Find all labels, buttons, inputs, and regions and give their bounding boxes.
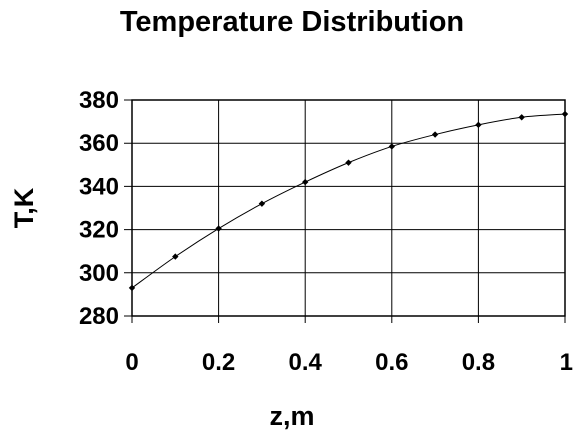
- grid-lines: [124, 99, 566, 323]
- chart-title: Temperature Distribution: [120, 6, 464, 38]
- data-point-marker: [215, 225, 222, 232]
- data-point-marker: [431, 131, 439, 138]
- data-point-marker: [345, 159, 352, 166]
- x-tick-label: 0.6: [375, 349, 408, 376]
- y-tick-label: 280: [79, 303, 119, 330]
- y-tick-label: 380: [79, 87, 119, 114]
- y-tick-label: 360: [79, 130, 119, 157]
- x-tick-label: 0: [125, 349, 138, 376]
- data-point-marker: [302, 178, 309, 186]
- x-tick-label: 0.4: [289, 349, 323, 376]
- data-points: [128, 110, 569, 292]
- data-point-marker: [258, 200, 266, 207]
- data-point-marker: [475, 121, 482, 129]
- y-axis-label: T,K: [9, 187, 39, 228]
- series-line: [131, 113, 566, 289]
- y-tick-label: 300: [79, 260, 119, 287]
- x-axis-label: z,m: [269, 401, 314, 431]
- data-point-marker: [128, 284, 136, 292]
- y-tick-labels: 280 300 320 340 360 380: [79, 87, 119, 330]
- y-tick-label: 320: [79, 217, 119, 244]
- plot-frame: [131, 99, 566, 317]
- data-point-marker: [172, 253, 179, 260]
- data-point-marker: [518, 114, 525, 121]
- x-tick-label: 0.8: [462, 349, 495, 376]
- x-tick-label: 0.2: [202, 349, 235, 376]
- x-tick-labels: 0 0.2 0.4 0.6 0.8 1: [125, 349, 573, 376]
- data-point-marker: [388, 143, 395, 150]
- data-point-marker: [561, 110, 569, 118]
- x-tick-label: 1: [560, 349, 573, 376]
- y-tick-label: 340: [79, 173, 119, 200]
